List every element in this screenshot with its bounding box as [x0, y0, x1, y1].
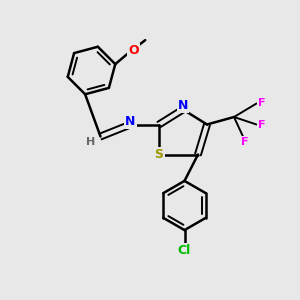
Text: F: F — [258, 119, 266, 130]
Text: H: H — [86, 137, 95, 147]
Text: F: F — [241, 137, 248, 147]
Text: Cl: Cl — [178, 244, 191, 257]
Text: N: N — [178, 99, 188, 112]
Text: F: F — [258, 98, 266, 109]
Text: N: N — [125, 115, 136, 128]
Text: O: O — [128, 44, 139, 57]
Text: S: S — [154, 148, 164, 161]
